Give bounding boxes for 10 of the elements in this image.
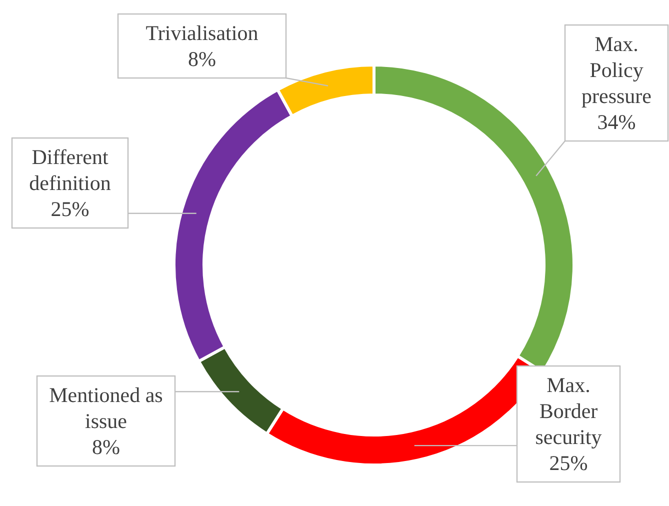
slice-label: Max. Policy pressure bbox=[582, 32, 652, 108]
data-label: 8% bbox=[188, 47, 216, 71]
slice-label: Different definition bbox=[29, 145, 112, 195]
data-label: 25% bbox=[549, 451, 588, 475]
slice-label: Mentioned as issue bbox=[49, 383, 163, 433]
data-label: 34% bbox=[597, 110, 636, 134]
data-label: 8% bbox=[92, 435, 120, 459]
data-label: 25% bbox=[50, 197, 90, 221]
slice-label: Max. Border security bbox=[535, 373, 602, 449]
slice-label: Trivialisation bbox=[146, 21, 259, 45]
